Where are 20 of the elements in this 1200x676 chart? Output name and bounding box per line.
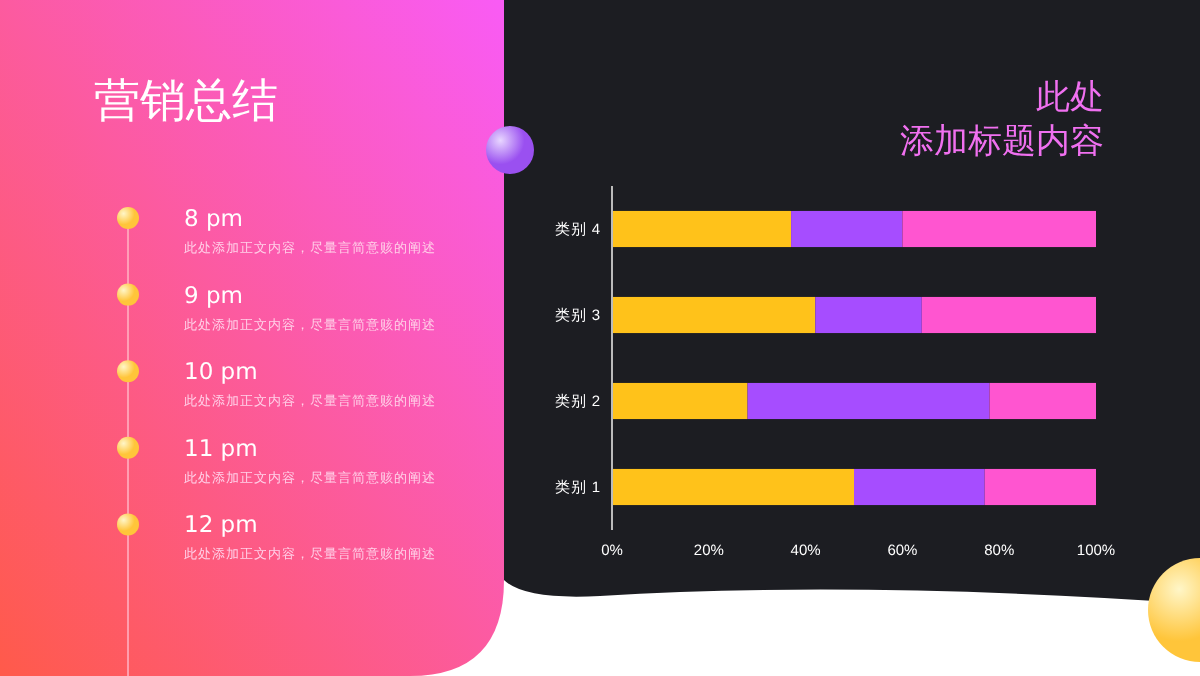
text: 10 pm (184, 357, 258, 386)
chart-subtitle: 添加标题内容 (900, 122, 1104, 162)
bar (815, 296, 922, 334)
bar (612, 468, 854, 506)
bar (791, 210, 903, 248)
bar (984, 468, 1096, 506)
bar (612, 296, 816, 334)
text: 8 pm (184, 204, 243, 232)
chart-title: 此处 (1036, 78, 1104, 118)
text: 11 pm (184, 433, 258, 462)
bar (747, 382, 990, 420)
bar (902, 210, 1096, 248)
bar (989, 382, 1096, 420)
bar (612, 382, 748, 420)
bar (921, 296, 1096, 334)
text: 9 pm (184, 280, 243, 309)
bar (854, 468, 985, 506)
text: 12 pm (184, 510, 258, 539)
bar (612, 210, 792, 248)
text: 营销总结 (94, 76, 278, 128)
